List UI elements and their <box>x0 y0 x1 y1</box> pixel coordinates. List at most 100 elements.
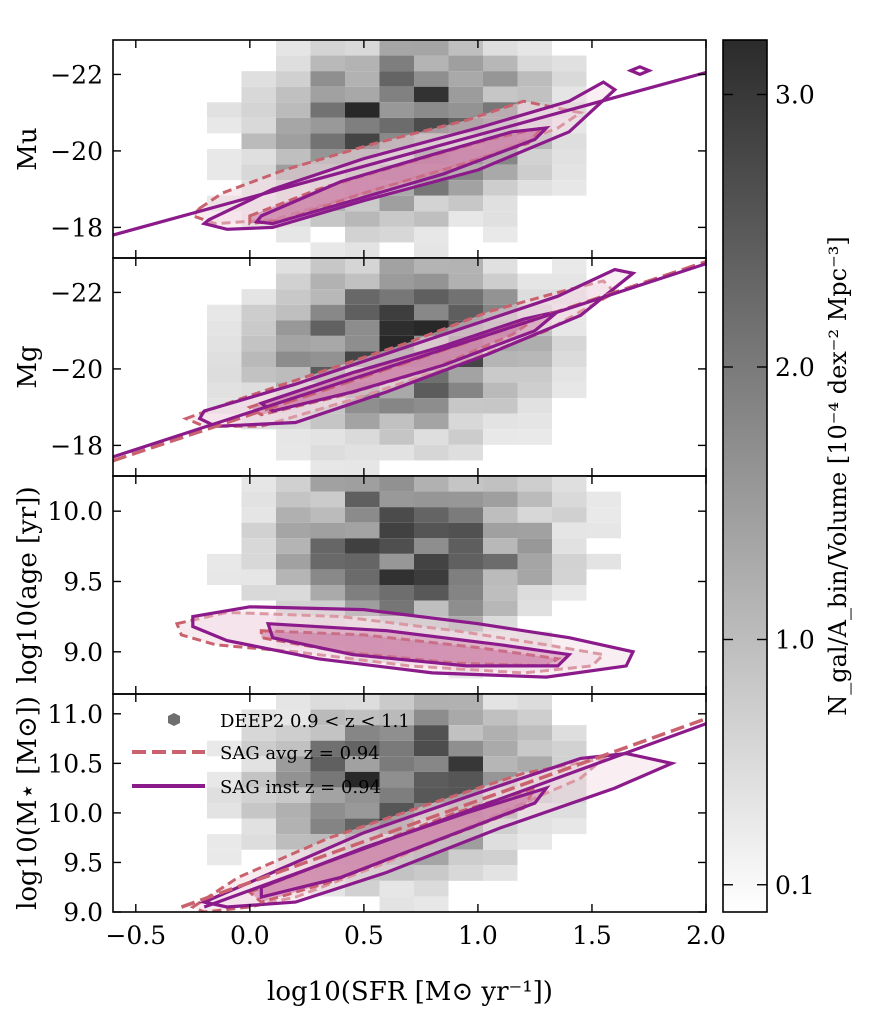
hist-cell <box>207 553 242 570</box>
hist-cell <box>483 865 518 881</box>
hist-cell <box>207 149 242 165</box>
hist-cell <box>379 195 414 212</box>
hist-cell <box>241 102 276 118</box>
hist-cell <box>414 289 449 305</box>
hist-cell <box>379 413 414 430</box>
hist-cell <box>276 803 311 819</box>
hist-cell <box>448 507 483 523</box>
colorbar-gradient <box>722 39 768 913</box>
hist-cell <box>552 507 587 523</box>
hist-cell <box>483 569 518 585</box>
hist-cell <box>310 444 345 461</box>
hist-cell <box>310 771 345 788</box>
hist-cell <box>345 55 380 72</box>
hist-cell <box>310 756 345 772</box>
y-tick-label: −18 <box>50 431 103 460</box>
hist-cell <box>379 102 414 118</box>
hist-cell <box>483 211 518 227</box>
hist-cell <box>310 740 345 757</box>
hist-cell <box>379 865 414 881</box>
hist-cell <box>310 289 345 305</box>
hist-cell <box>517 694 552 710</box>
hist-cell <box>414 304 449 321</box>
hist-cell <box>414 709 449 726</box>
hist-cell <box>207 382 242 399</box>
fit-line-sag-inst <box>113 70 706 237</box>
hist-cell <box>414 491 449 508</box>
hist-cell <box>414 86 449 103</box>
contour-sag-inst-extra <box>626 65 654 77</box>
fit-line-sag-inst <box>113 262 706 459</box>
hist-cell <box>345 569 380 585</box>
hist-cell <box>276 569 311 585</box>
hist-cell <box>345 522 380 539</box>
hist-cell <box>241 709 276 726</box>
hist-cell <box>276 133 311 149</box>
hist-cell <box>517 476 552 492</box>
hist-cell <box>207 849 242 866</box>
hist-cell <box>241 133 276 149</box>
hist-cell <box>345 585 380 601</box>
legend-sag-avg-label: SAG avg z = 0.94 <box>220 743 380 764</box>
hist-cell <box>345 756 380 772</box>
hist-cell <box>345 102 380 118</box>
hist-cell <box>241 522 276 539</box>
hist-cell <box>552 164 587 181</box>
hist-cell <box>276 320 311 336</box>
hist-cell <box>483 273 518 290</box>
hist-cell <box>207 102 242 118</box>
panel-body-Mu <box>113 40 706 258</box>
hist-cell <box>241 71 276 87</box>
hist-cell <box>517 538 552 554</box>
hist-cell <box>483 709 518 726</box>
hist-cell <box>379 289 414 305</box>
hist-cell <box>552 149 587 165</box>
hist-cell <box>448 725 483 741</box>
hist-cell <box>586 553 621 570</box>
hist-cell <box>517 740 552 757</box>
hist-cell <box>276 86 311 103</box>
hist-cell <box>345 335 380 352</box>
hist-cell <box>241 756 276 772</box>
hist-cell <box>552 725 587 741</box>
hist-cell <box>276 102 311 118</box>
hist-cell <box>276 771 311 788</box>
hist-cell <box>379 771 414 788</box>
colorbar-tick-label: 0.1 <box>775 871 815 900</box>
y-tick-label: −22 <box>50 278 103 307</box>
hist-cell <box>483 258 518 274</box>
hist-cell <box>207 740 242 757</box>
hist-cell <box>517 413 552 430</box>
hist-cell <box>276 55 311 72</box>
hist-cell <box>310 522 345 539</box>
hist-cell <box>552 585 587 601</box>
hist-cell <box>310 320 345 336</box>
hist-cell <box>552 382 587 399</box>
hist-cell <box>276 149 311 165</box>
hist-cell <box>379 538 414 554</box>
hist-cell <box>379 398 414 414</box>
hist-cell <box>345 538 380 554</box>
hist-cell <box>414 195 449 212</box>
hist-cell <box>241 771 276 788</box>
hist-cell <box>517 725 552 741</box>
hist-cell <box>379 258 414 274</box>
hist-cell <box>483 476 518 492</box>
hist-cell <box>310 117 345 134</box>
x-axis: −0.5 0.0 0.5 1.0 1.5 2.0 <box>105 921 725 950</box>
hist-cell <box>552 740 587 757</box>
hist-cell <box>517 585 552 601</box>
hist-cell <box>517 71 552 87</box>
y-tick-label: 10.5 <box>47 749 103 778</box>
hist-cell <box>345 86 380 103</box>
hist-cell <box>448 413 483 430</box>
hist-cell <box>448 55 483 72</box>
hist-cell <box>276 818 311 835</box>
hist-cell <box>552 569 587 585</box>
hist-cell <box>379 725 414 741</box>
hist-cell <box>241 149 276 165</box>
hist-cell <box>241 725 276 741</box>
hist-cell <box>276 335 311 352</box>
hist-cell <box>448 522 483 539</box>
